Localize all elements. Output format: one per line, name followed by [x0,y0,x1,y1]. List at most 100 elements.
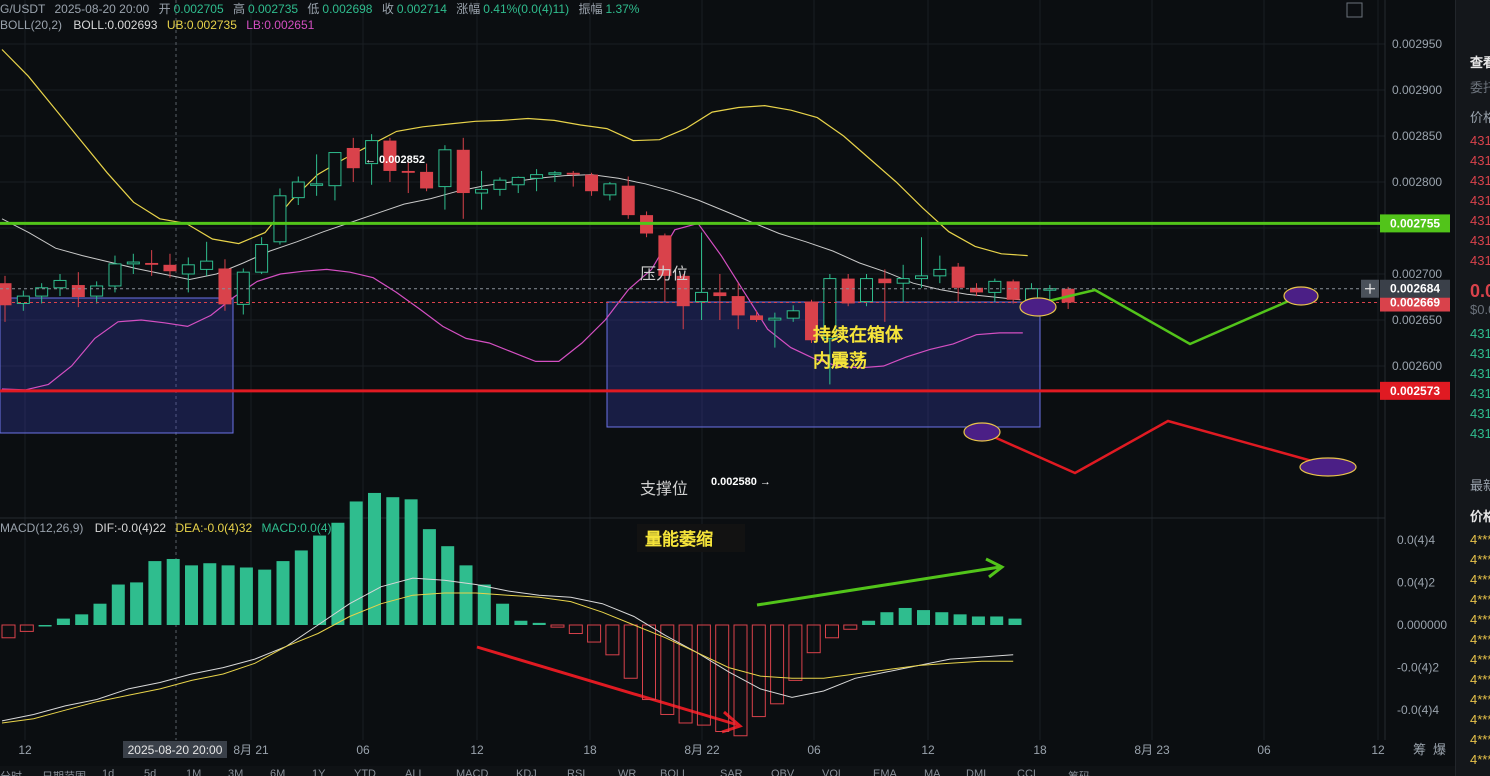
macd-histogram-bar [422,529,436,625]
time-axis-tick: 12 [1371,743,1385,757]
order-book-item: 4*** [1470,592,1490,607]
macd-histogram-bar [550,624,565,628]
time-axis-extra: 筹 [1413,742,1426,757]
candle-body [16,295,30,304]
candle-body [988,280,1002,293]
indicator-tab[interactable]: EMA [873,768,897,776]
resistance-price-tag-label: 0.002755 [1390,216,1440,230]
candle [768,312,782,348]
indicator-tab[interactable]: RSI [567,768,586,776]
indicator-tab[interactable]: WR [618,768,637,776]
macd-histogram-bar [477,584,491,625]
macd-histogram-bar [166,558,180,625]
time-axis-tick: 12 [470,743,484,757]
candle [365,134,379,185]
indicator-tab[interactable]: BOLL [660,768,689,776]
macd-histogram-bar [862,620,876,625]
highlight-ellipse [1019,297,1057,317]
order-book-panel: 查看委托价格 431 431 431 431 431 431 431 0.0$0.0 431 431… [1455,0,1490,776]
indicator-tab[interactable]: MACD [456,768,489,776]
macd-hist-label: MACD: [261,521,301,535]
candle-body [676,275,690,307]
boll-mid-label: BOLL: [73,18,108,32]
indicator-tab[interactable]: 分时 [0,768,22,776]
macd-histogram-bar [1,624,16,639]
candle [163,253,177,278]
candle-body [915,275,928,280]
macd-dif-value: -0.0(4)22 [117,521,167,535]
candle-body [786,310,800,319]
macd-histogram-bar [404,499,418,625]
order-book-item: 4*** [1470,572,1490,587]
boll-mid-value: 0.002693 [107,18,158,32]
volume-annotation-box [637,524,745,552]
candle-body [291,181,305,199]
candle [310,154,324,196]
support-resistance-levels [0,221,1385,393]
indicator-tab[interactable]: 3M [228,768,244,776]
macd-dif-line [1,577,1014,722]
macd-histogram-bar [276,561,290,625]
candle-body [805,301,819,341]
box-annotation-line2: 内震荡 [813,350,867,371]
indicator-tab[interactable]: 1Y [312,768,326,776]
candle [511,176,525,194]
crosshair-time-box [123,741,227,758]
candle-body [933,268,947,277]
candle-body [218,268,232,305]
price-axis-tick: 0.002700 [1392,267,1442,281]
order-book-item: 4*** [1470,612,1490,627]
order-book-item: 431 [1470,326,1490,341]
macd-info: MACD(12,26,9) DIF:-0.0(4)22 DEA:-0.0(4)3… [0,521,345,535]
user-drawings [476,286,1357,734]
candle [823,274,837,385]
candle-body [823,278,837,339]
candle-body [511,176,525,186]
indicator-tab[interactable]: 5d [144,768,157,776]
expand-icon [1346,2,1363,18]
crosshair-price-label: 0.002684 [1390,282,1440,296]
candle [566,170,580,187]
time-axis-tick: 18 [583,743,597,757]
indicator-tab[interactable]: 1d [102,768,115,776]
boll-lb-label: LB: [246,18,265,32]
macd-histogram-bar [733,624,748,737]
time-axis-tick: 06 [807,743,821,757]
indicator-tab[interactable]: VOL [822,768,845,776]
indicator-tab[interactable]: 1M [186,768,202,776]
boll-upper-line [1,49,1028,257]
macd-histogram-bar [93,603,107,625]
macd-histogram-bar [111,584,125,625]
indicator-tab[interactable]: 日期范围 [42,768,86,776]
indicator-tab[interactable]: KDJ [516,768,537,776]
chart-grid [0,0,1386,740]
macd-histogram-bar [917,610,930,625]
candle-body [621,185,635,216]
indicator-tab[interactable]: 6M [270,768,286,776]
macd-dea-label: DEA: [175,521,204,535]
candle [456,137,470,219]
macd-panel [1,492,1022,737]
indicator-tab[interactable]: 筹码 [1068,768,1090,776]
indicator-tab[interactable]: OBV [771,768,795,776]
candle [71,272,85,308]
macd-histogram-bar [898,607,912,625]
order-book-item: 431 [1470,253,1490,268]
indicator-tab[interactable]: CCI [1017,768,1036,776]
macd-dea-value: -0.0(4)32 [203,521,253,535]
candle-body [255,244,269,273]
indicator-tab[interactable]: ALL [405,768,425,776]
macd-histogram-bar [19,624,34,632]
macd-histogram-bar [935,612,949,625]
indicator-tab[interactable]: DMI [966,768,987,776]
indicator-tab[interactable]: MA [924,768,941,776]
high-value: 0.002735 [248,2,299,16]
indicator-tab[interactable]: SAR [720,768,743,776]
macd-histogram-bar [496,603,510,625]
macd-hist-value: 0.0(4)19 [300,521,345,535]
macd-histogram-bar [459,565,473,625]
candle [915,237,928,288]
indicator-tab[interactable]: YTD [354,768,376,776]
